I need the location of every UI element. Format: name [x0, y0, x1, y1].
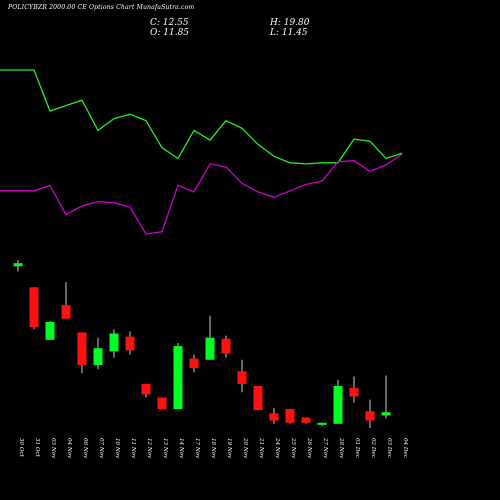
candle-down	[365, 411, 375, 421]
x-tick-label: 28 Nov	[338, 437, 344, 459]
x-tick-label: 18 Nov	[210, 438, 216, 459]
x-tick-label: 25 Nov	[290, 437, 296, 459]
x-tick-label: 26 Nov	[306, 437, 312, 459]
candle-down	[269, 413, 279, 421]
candle-up	[381, 412, 391, 416]
candle-down	[237, 371, 247, 384]
candle-down	[141, 383, 151, 395]
high-value-label: H: 19.80	[270, 18, 310, 28]
candle-up	[109, 333, 119, 352]
x-tick-label: 27 Nov	[322, 437, 328, 459]
x-tick-label: 14 Nov	[178, 438, 184, 459]
candle-down	[157, 397, 167, 410]
x-tick-label: 17 Nov	[194, 438, 200, 459]
candle-up	[333, 386, 343, 424]
candle-down	[253, 386, 263, 411]
x-tick-label: 13 Nov	[162, 438, 168, 459]
close-value-label: C: 12.55	[150, 18, 189, 28]
x-tick-label: 01 Dec	[354, 438, 360, 459]
candle-up	[45, 321, 55, 340]
candle-up	[93, 348, 103, 365]
x-tick-label: 03 Nov	[50, 438, 56, 459]
candle-up	[13, 263, 23, 267]
x-tick-label: 20 Nov	[242, 437, 248, 459]
candle-down	[349, 388, 359, 397]
x-tick-label: 30 Oct	[18, 438, 24, 458]
indicator-lines	[0, 69, 403, 235]
low-value-label: L: 11.45	[270, 28, 308, 38]
x-tick-label: 10 Nov	[114, 438, 120, 459]
x-tick-label: 03 Dec	[386, 438, 392, 459]
candle-up	[205, 337, 215, 360]
candle-down	[125, 336, 135, 351]
candle-up	[317, 422, 327, 425]
x-tick-label: 21 Nov	[258, 437, 264, 459]
open-value-label: O: 11.85	[150, 28, 190, 38]
candle-down	[285, 409, 295, 423]
x-tick-label: 11 Nov	[130, 438, 136, 459]
candle-up	[173, 346, 183, 410]
x-tick-label: 19 Nov	[226, 438, 232, 459]
candle-down	[189, 358, 199, 369]
candle-down	[29, 287, 39, 328]
x-tick-label: 31 Oct	[34, 438, 40, 458]
candle-down	[221, 338, 231, 354]
candle-down	[61, 305, 71, 319]
chart-title: POLICYBZR 2000.00 CE Options Chart Munaf…	[8, 4, 195, 11]
x-tick-label: 12 Nov	[146, 438, 152, 459]
indicator-line-1	[0, 69, 403, 165]
x-tick-label: 07 Nov	[98, 438, 104, 459]
x-tick-label: 04 Dec	[402, 438, 408, 459]
x-tick-label: 04 Nov	[66, 438, 72, 459]
x-axis-ticks: 30 Oct 31 Oct 03 Nov 04 Nov 06 Nov 07 Nov 10 N…	[18, 437, 408, 459]
x-tick-label: 02 Dec	[370, 438, 376, 459]
candles-group	[13, 260, 391, 428]
indicator-line-2	[0, 153, 403, 235]
x-tick-label: 24 Nov	[274, 437, 280, 459]
x-tick-label: 06 Nov	[82, 438, 88, 459]
candle-down	[77, 332, 87, 365]
candle-down	[301, 417, 311, 423]
